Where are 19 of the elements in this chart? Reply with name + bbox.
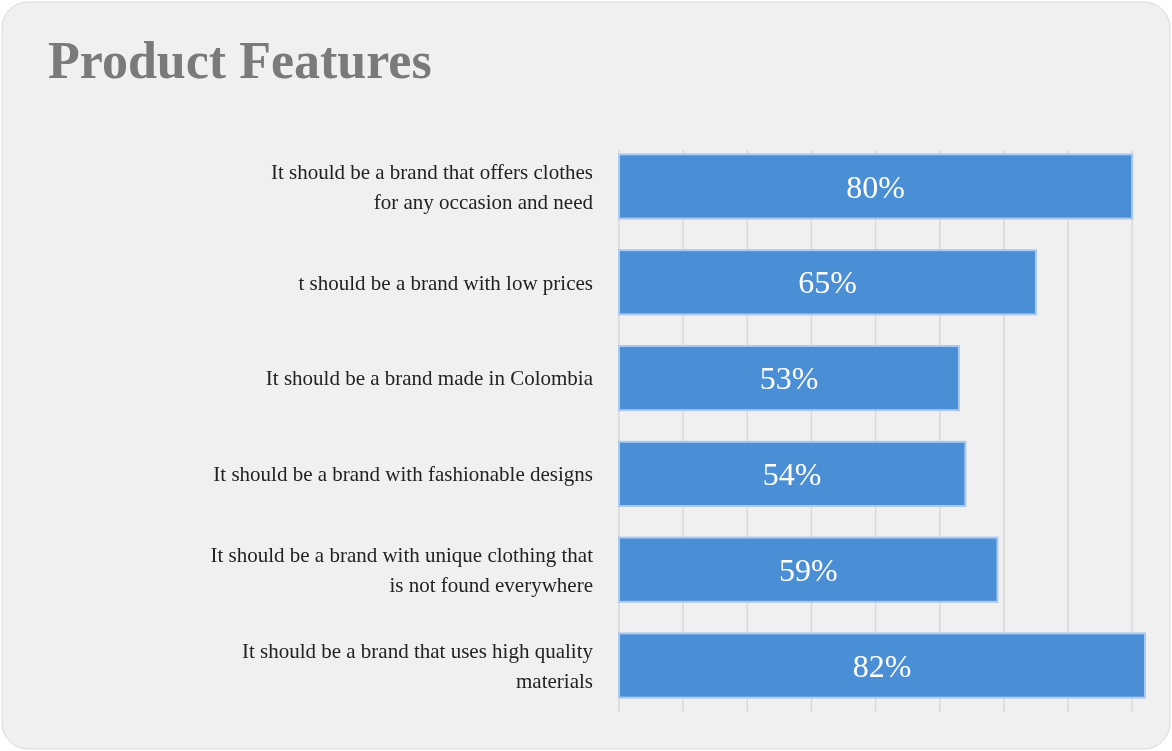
y-tick-label: It should be a brand with fashionable designs (213, 462, 593, 487)
bar (618, 153, 1134, 220)
bar (618, 249, 1037, 316)
data-label: 82% (852, 647, 912, 684)
y-tick-label: It should be a brand made in Colombia (265, 366, 594, 391)
data-label: 53% (759, 360, 819, 397)
chart-title: Product Features (48, 32, 432, 89)
y-tick-label: It should be a brand that uses high quality materials (241, 638, 594, 693)
y-tick-label: t should be a brand with low prices (298, 270, 593, 295)
bar (618, 632, 1146, 699)
y-tick-label: It should be a brand with unique clothing that is not found everywhere (210, 543, 594, 598)
bar (618, 536, 999, 603)
data-label: 59% (778, 551, 838, 588)
data-label: 54% (762, 456, 822, 493)
data-label: 65% (798, 264, 857, 301)
data-label: 80% (846, 168, 905, 205)
bar (618, 440, 967, 507)
bar (618, 345, 960, 412)
y-tick-label: It should be a brand that offers clothes for any occasion and need (270, 159, 594, 214)
